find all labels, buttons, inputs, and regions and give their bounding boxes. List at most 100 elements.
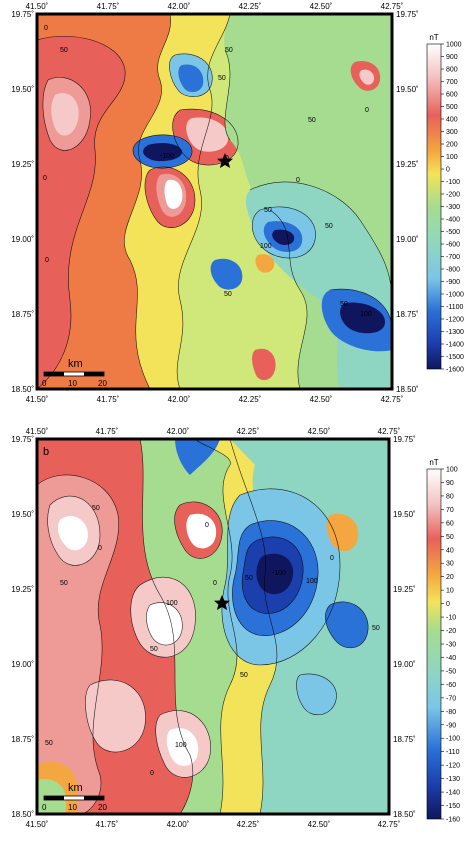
lat-label: 19.25˚ — [393, 585, 416, 594]
contour-label: 50 — [60, 580, 68, 587]
colorbar-label: -110 — [446, 749, 460, 756]
panel-a-map-field: 0 50 50 0 -100 50 50 100 0 50 0 50 50 0 … — [37, 14, 392, 389]
panel-b-lat-labels-right: 19.75˚ 19.50˚ 19.25˚ 19.00˚ 18.75˚ 18.50… — [393, 435, 416, 819]
panel-a-lat-labels-right: 19.75˚ 19.50˚ 19.25˚ 19.00˚ 18.75˚ 18.50… — [396, 10, 419, 394]
contour-label: 0 — [213, 580, 217, 587]
colorbar-label: -90 — [446, 722, 456, 729]
contour-label: 50 — [372, 625, 380, 632]
colorbar-label: -150 — [446, 803, 460, 810]
colorbar-label: 1000 — [446, 42, 462, 49]
colorbar-label: 700 — [446, 79, 458, 86]
lat-label: 18.75˚ — [396, 310, 419, 319]
contour-label: 50 — [60, 47, 68, 54]
contour-label: 50 — [264, 207, 272, 214]
lon-label: 42.50˚ — [310, 2, 333, 11]
panel-a-contour-labels: 0 50 50 0 -100 50 50 100 0 50 0 50 50 0 … — [43, 25, 372, 318]
lat-label: 18.50˚ — [11, 810, 34, 819]
lat-label: 19.50˚ — [393, 510, 416, 519]
colorbar-label: 300 — [446, 129, 458, 136]
contour-label: 0 — [365, 107, 369, 114]
lon-label: 41.75˚ — [96, 427, 119, 436]
colorbar-label: 40 — [446, 547, 454, 554]
contour-label: 50 — [45, 740, 53, 747]
panel-a-lat-labels-left: 19.75˚ 19.50˚ 19.25˚ 19.00˚ 18.75˚ 18.50… — [11, 10, 34, 394]
contour-label: 50 — [240, 672, 248, 679]
contour-label: -100 — [160, 153, 174, 160]
colorbar-label: -1300 — [446, 329, 464, 336]
lon-label: 42.00˚ — [168, 395, 191, 404]
colorbar-label: -400 — [446, 217, 460, 224]
contour-label: 50 — [340, 301, 348, 308]
panel-b: 50 0 50 100 50 0 100 50 0 -100 50 0 50 1… — [0, 425, 474, 845]
colorbar-label: -600 — [446, 242, 460, 249]
colorbar-label: 60 — [446, 520, 454, 527]
lon-label: 42.50˚ — [308, 427, 331, 436]
scale-tick: 0 — [42, 803, 47, 812]
colorbar-label: -1100 — [446, 304, 463, 311]
scale-tick: 10 — [68, 379, 77, 388]
colorbar-label: 50 — [446, 534, 454, 541]
panel-a: 0 50 50 0 -100 50 50 100 0 50 0 50 50 0 … — [0, 0, 474, 420]
lat-label: 19.25˚ — [396, 160, 419, 169]
colorbar-label: -300 — [446, 204, 460, 211]
lon-label: 41.50˚ — [26, 820, 49, 829]
scale-tick: 0 — [42, 379, 47, 388]
contour-label: 50 — [325, 223, 333, 230]
panel-b-svg: 50 0 50 100 50 0 100 50 0 -100 50 0 50 1… — [11, 427, 460, 829]
colorbar-labels: 10009008007006005004003002001000-100-200… — [441, 42, 464, 374]
colorbar-label: -30 — [446, 642, 456, 649]
colorbar-label: 900 — [446, 54, 458, 61]
lon-label: 41.75˚ — [97, 2, 120, 11]
scale-tick: 20 — [98, 803, 107, 812]
lat-label: 19.00˚ — [396, 235, 419, 244]
panel-a-scale-bar: km 0 10 20 — [42, 358, 107, 388]
lon-label: 42.75˚ — [381, 2, 404, 11]
lat-label: 19.75˚ — [393, 435, 416, 444]
contour-label: 0 — [45, 257, 49, 264]
lat-label: 19.75˚ — [11, 435, 34, 444]
contour-label: 0 — [150, 770, 154, 777]
panel-a-colorbar: nT 10009008007006005004003002001000-100-… — [426, 33, 464, 374]
contour-label: -100 — [272, 570, 286, 577]
contour-label: 100 — [260, 243, 272, 250]
colorbar-label: 30 — [446, 561, 454, 568]
lat-label: 19.00˚ — [393, 660, 416, 669]
colorbar-label: -80 — [446, 709, 456, 716]
lat-label: 18.75˚ — [11, 310, 34, 319]
colorbar-label: -100 — [446, 179, 460, 186]
colorbar-labels: 1009080706050403020100-10-20-30-40-50-60… — [441, 467, 460, 824]
colorbar-label: 80 — [446, 493, 454, 500]
colorbar-label: 0 — [446, 167, 450, 174]
contour-label: 50 — [308, 117, 316, 124]
colorbar-label: -800 — [446, 267, 460, 274]
contour-label: 50 — [150, 646, 158, 653]
contour-label: 0 — [44, 25, 48, 32]
colorbar-label: 100 — [446, 467, 458, 474]
lon-label: 42.00˚ — [167, 427, 190, 436]
colorbar-label: -1000 — [446, 292, 464, 299]
colorbar-label: -50 — [446, 668, 456, 675]
panel-b-lat-labels-left: 19.75˚ 19.50˚ 19.25˚ 19.00˚ 18.75˚ 18.50… — [11, 435, 34, 819]
colorbar-label: -60 — [446, 682, 456, 689]
lon-label: 41.50˚ — [26, 395, 49, 404]
colorbar-label: -100 — [446, 736, 460, 743]
panel-b-label: b — [43, 446, 49, 458]
lat-label: 19.00˚ — [11, 660, 34, 669]
colorbar-label: 400 — [446, 117, 458, 124]
lon-label: 42.25˚ — [239, 395, 262, 404]
colorbar-label: -200 — [446, 192, 460, 199]
lat-label: 19.50˚ — [11, 85, 34, 94]
lat-label: 19.00˚ — [11, 235, 34, 244]
colorbar-label: 800 — [446, 67, 458, 74]
contour-label: 50 — [224, 291, 232, 298]
epicenter-star-icon — [217, 153, 233, 168]
lat-label: 18.75˚ — [11, 735, 34, 744]
contour-label: 50 — [245, 575, 253, 582]
lon-label: 42.75˚ — [378, 427, 401, 436]
panel-b-contours — [37, 439, 369, 814]
lon-label: 42.50˚ — [308, 820, 331, 829]
colorbar-label: -1200 — [446, 317, 464, 324]
lon-label: 41.50˚ — [26, 2, 49, 11]
colorbar-label: -160 — [446, 817, 460, 824]
contour-label: 50 — [92, 505, 100, 512]
